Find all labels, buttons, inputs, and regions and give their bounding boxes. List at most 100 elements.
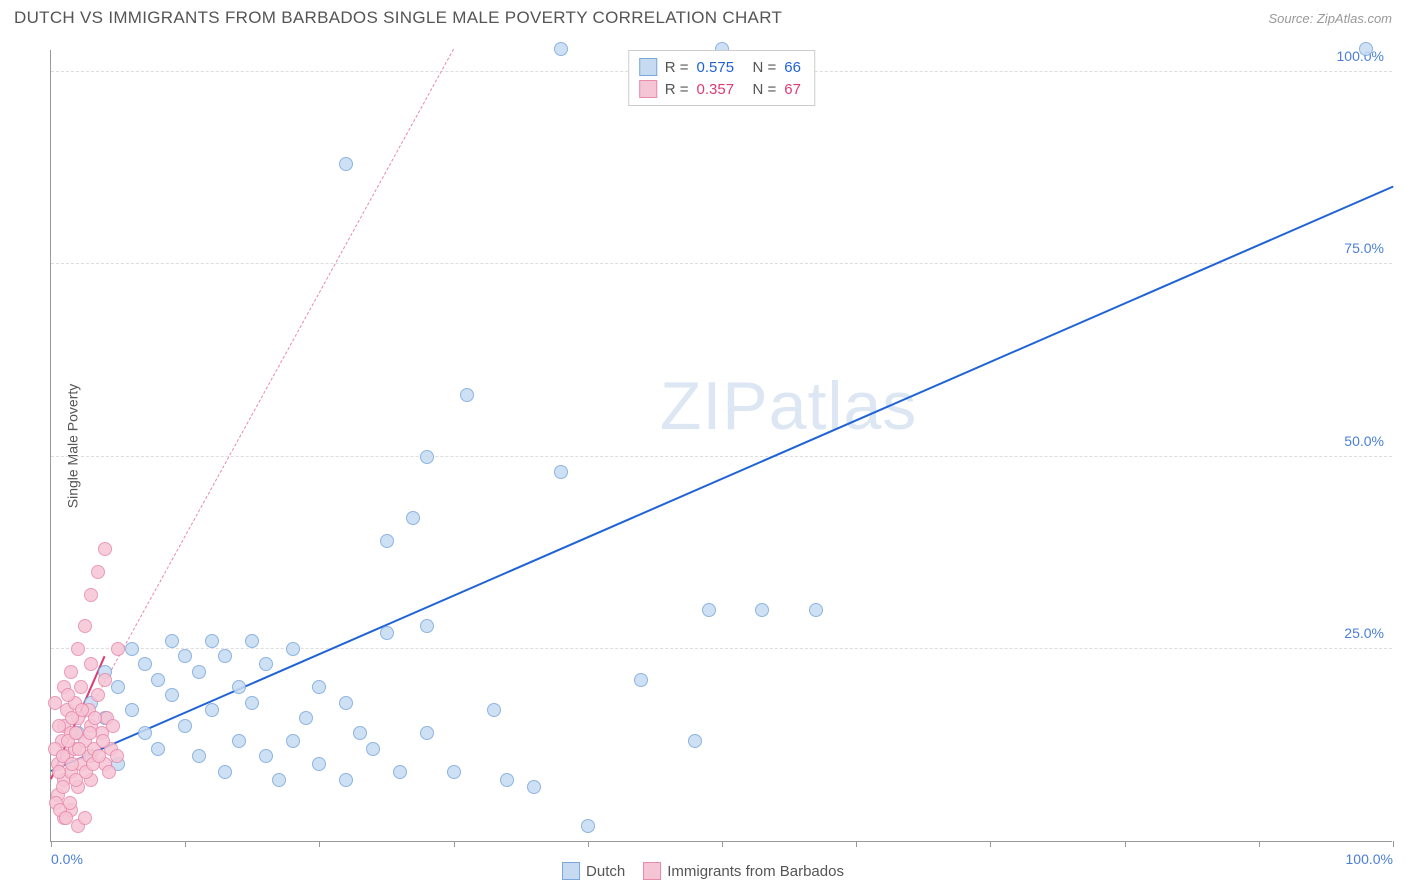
data-point — [232, 734, 246, 748]
data-point — [554, 42, 568, 56]
data-point — [111, 642, 125, 656]
x-tick — [856, 841, 857, 847]
data-point — [232, 680, 246, 694]
data-point — [74, 680, 88, 694]
watermark: ZIPatlas — [660, 367, 917, 445]
data-point — [98, 673, 112, 687]
data-point — [106, 719, 120, 733]
data-point — [110, 749, 124, 763]
data-point — [312, 757, 326, 771]
y-tick-label: 50.0% — [1344, 433, 1384, 449]
x-tick — [1393, 841, 1394, 847]
data-point — [487, 703, 501, 717]
data-point — [138, 726, 152, 740]
data-point — [259, 657, 273, 671]
watermark-zip: ZIP — [660, 368, 769, 444]
data-point — [125, 703, 139, 717]
gridline — [51, 456, 1392, 457]
legend-row: R =0.357N =67 — [639, 78, 805, 100]
data-point — [312, 680, 326, 694]
data-point — [366, 742, 380, 756]
chart-plot-area: ZIPatlas R =0.575N =66R =0.357N =67 25.0… — [50, 50, 1392, 842]
data-point — [702, 603, 716, 617]
data-point — [1359, 42, 1373, 56]
series-legend: DutchImmigrants from Barbados — [562, 862, 844, 880]
y-tick-label: 25.0% — [1344, 625, 1384, 641]
data-point — [111, 680, 125, 694]
x-tick — [454, 841, 455, 847]
data-point — [581, 819, 595, 833]
data-point — [205, 634, 219, 648]
data-point — [78, 619, 92, 633]
data-point — [52, 719, 66, 733]
n-value: 67 — [784, 81, 804, 98]
data-point — [245, 696, 259, 710]
x-tick — [722, 841, 723, 847]
data-point — [299, 711, 313, 725]
x-tick — [319, 841, 320, 847]
data-point — [420, 619, 434, 633]
data-point — [286, 642, 300, 656]
data-point — [688, 734, 702, 748]
data-point — [59, 811, 73, 825]
data-point — [353, 726, 367, 740]
data-point — [56, 780, 70, 794]
r-label: R = — [665, 81, 689, 98]
x-tick — [51, 841, 52, 847]
data-point — [165, 688, 179, 702]
legend-swatch — [643, 862, 661, 880]
trend-line — [51, 185, 1394, 771]
data-point — [339, 773, 353, 787]
gridline — [51, 263, 1392, 264]
data-point — [527, 780, 541, 794]
data-point — [98, 542, 112, 556]
data-point — [96, 734, 110, 748]
source-label: Source: ZipAtlas.com — [1268, 11, 1392, 26]
data-point — [259, 749, 273, 763]
data-point — [71, 642, 85, 656]
x-tick — [185, 841, 186, 847]
data-point — [64, 665, 78, 679]
data-point — [61, 688, 75, 702]
data-point — [393, 765, 407, 779]
x-tick-label: 0.0% — [51, 851, 83, 867]
data-point — [151, 673, 165, 687]
data-point — [245, 634, 259, 648]
data-point — [380, 626, 394, 640]
data-point — [339, 157, 353, 171]
legend-swatch — [639, 80, 657, 98]
x-tick-label: 100.0% — [1346, 851, 1393, 867]
data-point — [65, 757, 79, 771]
chart-title: DUTCH VS IMMIGRANTS FROM BARBADOS SINGLE… — [14, 8, 782, 28]
data-point — [286, 734, 300, 748]
data-point — [75, 703, 89, 717]
data-point — [218, 649, 232, 663]
data-point — [339, 696, 353, 710]
data-point — [72, 742, 86, 756]
data-point — [92, 749, 106, 763]
x-tick — [1259, 841, 1260, 847]
data-point — [84, 588, 98, 602]
data-point — [634, 673, 648, 687]
data-point — [48, 696, 62, 710]
x-tick — [1125, 841, 1126, 847]
data-point — [91, 688, 105, 702]
n-value: 66 — [784, 59, 804, 76]
data-point — [205, 703, 219, 717]
data-point — [554, 465, 568, 479]
legend-swatch — [639, 58, 657, 76]
r-value: 0.357 — [697, 81, 745, 98]
x-tick — [588, 841, 589, 847]
data-point — [460, 388, 474, 402]
data-point — [69, 726, 83, 740]
data-point — [178, 719, 192, 733]
data-point — [165, 634, 179, 648]
data-point — [138, 657, 152, 671]
data-point — [420, 450, 434, 464]
data-point — [380, 534, 394, 548]
data-point — [192, 749, 206, 763]
legend-item: Immigrants from Barbados — [643, 862, 844, 880]
data-point — [102, 765, 116, 779]
data-point — [218, 765, 232, 779]
legend-label: Immigrants from Barbados — [667, 863, 844, 880]
